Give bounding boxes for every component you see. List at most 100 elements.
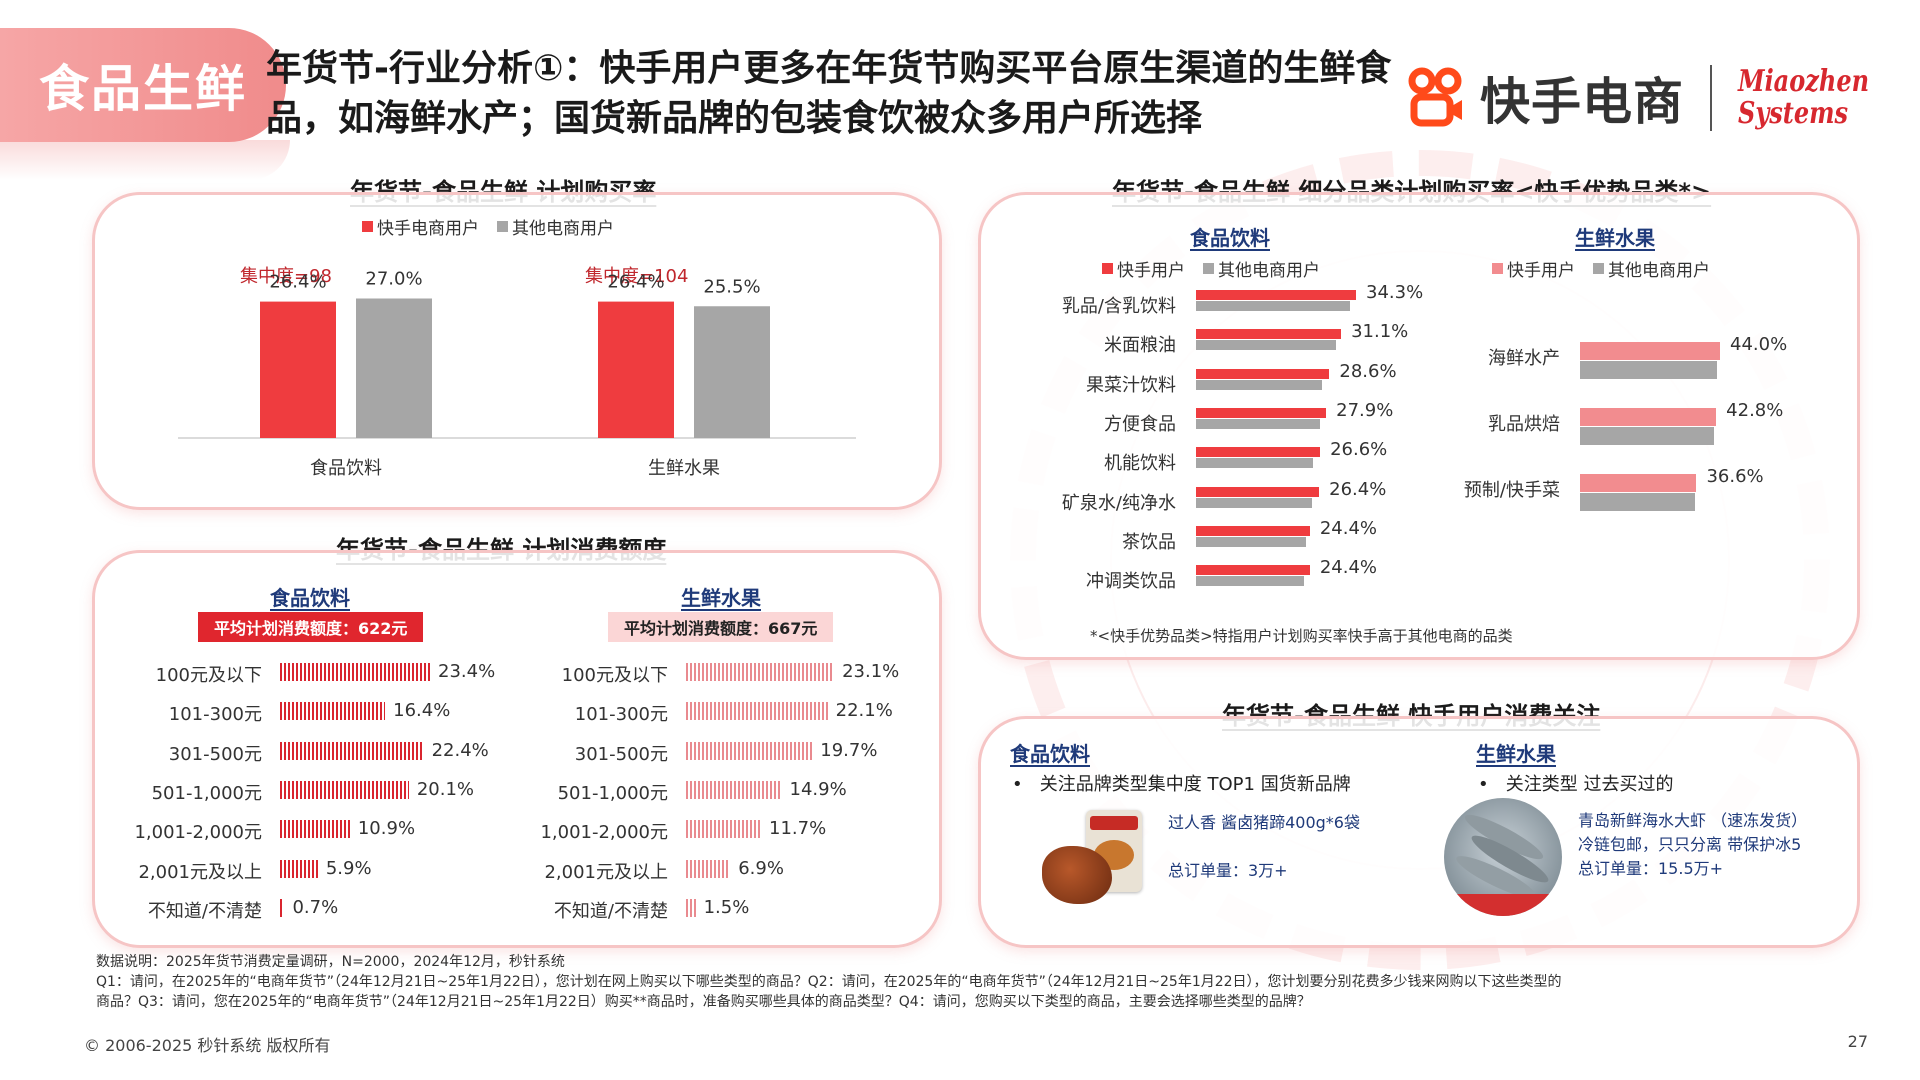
- bar-value-label: 23.4%: [438, 661, 496, 682]
- focus-bullet-text: 关注类型 过去买过的: [1505, 774, 1674, 795]
- bar-value-label: 26.6%: [1330, 439, 1388, 461]
- legend-label: 其他电商用户: [1218, 261, 1320, 281]
- category-label: 海鲜水产: [1488, 348, 1560, 369]
- legend-item-other: 其他电商用户: [1203, 256, 1320, 281]
- subhead-fresh-fruit: 生鲜水果: [681, 586, 761, 610]
- bar-value-label: 42.8%: [1726, 400, 1784, 421]
- bar-value-label: 5.9%: [325, 857, 372, 879]
- category-label: 1,001-2,000元: [540, 822, 668, 844]
- category-label: 乳品烘焙: [1488, 414, 1560, 435]
- category-label: 2,001元及以上: [138, 861, 262, 883]
- kuaishou-logo-icon: [1408, 67, 1466, 129]
- bar: [1196, 458, 1313, 469]
- legend-swatch-gray: [1593, 263, 1604, 274]
- page-headline: 年货节-行业分析①：快手用户更多在年货节购买平台原生渠道的生鲜食品，如海鲜水产；…: [266, 48, 1392, 139]
- legend-item-other: 其他电商用户: [1593, 256, 1710, 281]
- legend-label: 其他电商用户: [512, 219, 614, 239]
- logo-line1: Miaozhen: [1738, 64, 1870, 99]
- bar: [1196, 565, 1310, 576]
- bar: [280, 859, 318, 878]
- bar: [1580, 408, 1717, 426]
- bar-value-label: 1.5%: [703, 896, 750, 918]
- legend-swatch-red: [362, 221, 373, 232]
- legend-swatch-pink: [1492, 263, 1503, 274]
- bar: [686, 741, 813, 760]
- bar-value-label: 22.1%: [835, 700, 893, 722]
- category-label: 冲调类饮品: [1086, 571, 1176, 593]
- legend-label: 快手用户: [1507, 261, 1575, 281]
- category-label: 不知道/不清楚: [147, 900, 262, 922]
- bar: [1196, 497, 1312, 508]
- bar-value-label: 10.9%: [357, 818, 416, 840]
- legend-swatch-gray: [1203, 263, 1214, 274]
- bar-value-label: 6.9%: [738, 857, 784, 879]
- avg-spend-badge-fresh: 平均计划消费额度：667元: [608, 612, 834, 642]
- bar-value-label: 23.1%: [842, 661, 900, 682]
- subhead-food-drink: 食品饮料: [270, 586, 350, 610]
- bar-value-label: 22.4%: [431, 739, 489, 761]
- subhead-food-drink: 食品饮料: [1010, 742, 1090, 766]
- avg-spend-badge-food: 平均计划消费额度：622元: [198, 612, 424, 642]
- copyright: © 2006-2025 秒针系统 版权所有: [84, 1036, 331, 1055]
- legend-item-other-ecom: 其他电商用户: [497, 214, 614, 239]
- panel-subcategory: [978, 192, 1860, 660]
- advantage-category-note: *<快手优势品类>特指用户计划购买率快手高于其他电商的品类: [1090, 627, 1513, 645]
- bar: [1196, 290, 1356, 300]
- logo-line2: Systems: [1738, 96, 1849, 131]
- bar: [1196, 340, 1336, 351]
- chart-legend: 快手电商用户 其他电商用户: [362, 214, 614, 239]
- bar: [280, 741, 424, 760]
- bar: [1580, 493, 1695, 511]
- bar: [1196, 447, 1321, 458]
- bar: [686, 898, 696, 917]
- category-label: 2,001元及以上: [544, 861, 668, 883]
- bar: [1196, 329, 1342, 340]
- category-label: 100元及以下: [155, 665, 262, 686]
- subhead-food-drink: 食品饮料: [1190, 226, 1270, 250]
- brand-area: 快手电商 Miaozhen Systems: [1408, 62, 1902, 134]
- category-label: 301-500元: [574, 743, 668, 765]
- footnote-line: Q1：请问，在2025年的“电商年货节”（24年12月21日~25年1月22日）…: [96, 974, 1562, 990]
- category-label: 100元及以下: [561, 665, 668, 686]
- bar: [1196, 576, 1305, 587]
- data-footnote: 数据说明：2025年货节消费定量调研，N=2000，2024年12月，秒针系统 …: [96, 952, 1856, 1012]
- page-number: 27: [1847, 1032, 1868, 1051]
- concentration-note: 集中度=98: [240, 266, 332, 287]
- category-label: 米面粮油: [1104, 335, 1176, 357]
- legend-label: 其他电商用户: [1608, 261, 1710, 281]
- bar-value-label: 44.0%: [1730, 334, 1788, 355]
- legend-item-ks: 快手用户: [1492, 256, 1575, 281]
- focus-bullet-text: 关注品牌类型集中度 TOP1 国货新品牌: [1039, 774, 1351, 795]
- bar-value-label: 14.9%: [789, 778, 847, 800]
- category-label: 预制/快手菜: [1463, 480, 1560, 501]
- focus-bullet-food: • 关注品牌类型集中度 TOP1 国货新品牌: [1012, 774, 1351, 795]
- bar: [1196, 379, 1322, 390]
- bar: [1196, 525, 1310, 536]
- bar: [1580, 361, 1717, 379]
- focus-bullet-fresh: • 关注类型 过去买过的: [1478, 774, 1674, 795]
- category-label: 不知道/不清楚: [553, 900, 668, 922]
- bar-value-label: 20.1%: [416, 778, 475, 800]
- bar-value-label: 0.7%: [292, 896, 339, 918]
- concentration-note: 集中度=104: [585, 266, 689, 287]
- legend-swatch-red: [1102, 263, 1113, 274]
- bar-value-label: 26.4%: [1329, 478, 1387, 500]
- legend-label: 快手电商用户: [377, 219, 479, 239]
- category-label: 乳品/含乳饮料: [1061, 296, 1176, 317]
- bar-value-label: 36.6%: [1706, 466, 1764, 487]
- legend-item-ks-ecom: 快手电商用户: [362, 214, 479, 239]
- bar: [280, 702, 386, 721]
- bar: [1580, 342, 1720, 360]
- legend-item-ks: 快手用户: [1102, 256, 1185, 281]
- bar-value-label: 24.4%: [1319, 557, 1377, 579]
- bar-value-label: 19.7%: [820, 739, 878, 761]
- bar-value-label: 34.3%: [1366, 282, 1424, 303]
- category-label: 果菜汁饮料: [1086, 374, 1176, 396]
- bar: [1196, 368, 1330, 379]
- chart-legend: 快手用户 其他电商用户: [1102, 256, 1320, 281]
- bar-value-label: 11.7%: [769, 818, 827, 840]
- product-desc-fresh: 冷链包邮，只只分离 带保护冰5: [1578, 835, 1802, 854]
- bar: [1196, 486, 1320, 497]
- bar: [1196, 418, 1320, 429]
- bar: [686, 702, 828, 721]
